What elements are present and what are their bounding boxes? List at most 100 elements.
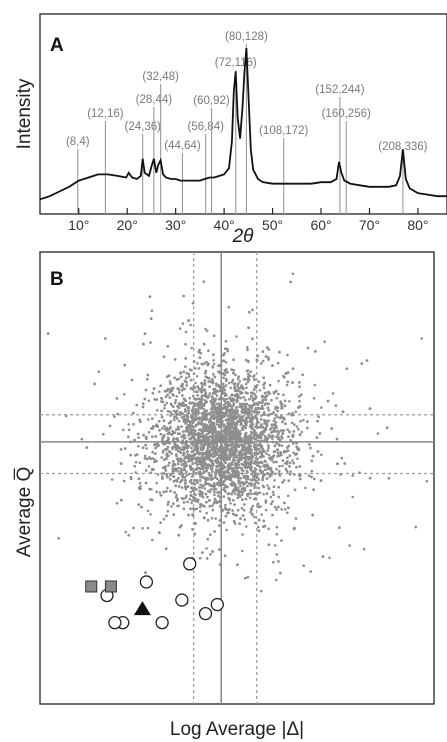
- panel-b-cloud-point: [190, 499, 194, 502]
- panel-b-cloud-point: [257, 478, 261, 481]
- panel-a-y-axis-title: Intensity: [14, 78, 35, 149]
- panel-b-cloud-point: [223, 399, 226, 403]
- panel-b-cloud-point: [182, 370, 186, 374]
- panel-b-cloud-point: [231, 481, 234, 484]
- panel-b-cloud-point: [160, 400, 163, 403]
- panel-b-cloud-point: [251, 399, 255, 403]
- panel-b-cloud-point: [245, 435, 249, 439]
- panel-b-cloud-point: [250, 394, 253, 398]
- panel-b-cloud-point: [204, 327, 207, 331]
- panel-b-cloud-point: [202, 362, 206, 366]
- panel-b-cloud-point: [244, 442, 248, 445]
- panel-b-cloud-point: [247, 442, 251, 445]
- panel-b-cloud-point: [298, 474, 301, 477]
- panel-b-cloud-point: [173, 358, 177, 361]
- panel-b-cloud-point: [259, 465, 262, 469]
- panel-b-cloud-point: [190, 416, 194, 420]
- panel-b-cloud-point: [206, 396, 210, 399]
- panel-b-cloud-point: [208, 490, 212, 494]
- panel-b-cloud-point: [243, 503, 246, 506]
- panel-b-cloud-point: [340, 456, 344, 460]
- panel-b-cloud-point: [201, 432, 204, 435]
- panel-a-x-tick-label-3: 40°: [214, 217, 235, 233]
- panel-b-cloud-point: [204, 369, 208, 373]
- panel-b-cloud-point: [258, 455, 262, 459]
- panel-b-cloud-point: [165, 401, 169, 405]
- panel-b-cloud-point: [225, 508, 229, 512]
- panel-b-cloud-point: [165, 452, 169, 455]
- panel-a-spectrum-line: [39, 47, 447, 201]
- panel-b-cloud-point: [365, 359, 369, 362]
- panel-b-cloud-point: [301, 373, 305, 377]
- panel-b-cloud-point: [233, 503, 236, 507]
- panel-b-cloud-point: [134, 461, 138, 464]
- panel-b-cloud-point: [231, 378, 235, 382]
- panel-b-cloud-point: [181, 322, 185, 325]
- panel-b-cloud-point: [194, 417, 197, 421]
- panel-b-cloud-point: [231, 512, 235, 516]
- panel-b-cloud-point: [297, 428, 300, 431]
- panel-b-cloud-point: [317, 415, 321, 419]
- panel-b-cloud-point: [208, 392, 212, 395]
- panel-b-cloud-point: [230, 380, 234, 384]
- panel-b-cloud-point: [206, 465, 209, 468]
- panel-b-cloud-point: [286, 353, 289, 357]
- panel-b-cloud-point: [253, 442, 256, 446]
- panel-b-cloud-point: [147, 430, 151, 434]
- panel-b-frame: [39, 251, 435, 705]
- panel-b-cloud-point: [271, 513, 274, 517]
- panel-b-cloud-point: [163, 407, 166, 410]
- panel-b-cloud-point: [212, 450, 215, 453]
- panel-b-cloud-point: [259, 434, 263, 438]
- panel-b-cloud-point: [162, 449, 165, 453]
- panel-b-cloud-point: [188, 455, 191, 458]
- panel-b-cloud-point: [166, 510, 170, 513]
- panel-b-cloud-point: [293, 488, 297, 492]
- panel-b-cloud-point: [178, 327, 182, 330]
- panel-b-cloud-point: [143, 457, 147, 460]
- panel-b-cloud-point: [198, 486, 201, 489]
- panel-b-cloud-point: [181, 475, 184, 479]
- panel-b-cloud-point: [313, 383, 317, 387]
- panel-b-cloud-point: [260, 423, 263, 426]
- panel-b-cloud-point: [341, 410, 345, 414]
- panel-b-cloud-point: [222, 376, 225, 380]
- panel-b-cloud-point: [262, 485, 266, 489]
- panel-b-cloud-point: [173, 469, 176, 473]
- panel-b-cloud-point: [209, 380, 212, 383]
- panel-b-cloud-point: [232, 456, 235, 460]
- panel-b-cloud-point: [137, 503, 141, 506]
- panel-a-x-tick-label-0: 10°: [68, 217, 89, 233]
- panel-b-cloud-point: [160, 409, 163, 413]
- panel-b-cloud-point: [151, 417, 154, 420]
- panel-b-cloud-point: [253, 492, 256, 496]
- panel-b-cloud-point: [162, 517, 166, 521]
- panel-b-cloud-point: [249, 489, 252, 492]
- panel-b-cloud-point: [179, 448, 183, 451]
- panel-b-cloud-point: [145, 447, 148, 450]
- panel-b-cloud-point: [215, 477, 219, 481]
- panel-b-cloud-point: [132, 423, 135, 426]
- panel-b-cloud-point: [262, 493, 265, 496]
- panel-a-peak-label-8: (72,116): [215, 57, 257, 69]
- panel-b-cloud-point: [266, 484, 269, 487]
- panel-b-cloud-point: [275, 508, 279, 511]
- panel-b-cloud-point: [142, 433, 145, 437]
- panel-b-cloud-point: [277, 472, 281, 475]
- panel-b-cloud-point: [271, 456, 274, 460]
- panel-b-cloud-point: [182, 501, 186, 504]
- panel-b-cloud-point: [232, 398, 236, 401]
- panel-b-cloud-point: [177, 466, 180, 470]
- panel-b-cloud-point: [292, 430, 296, 433]
- panel-b-cloud-point: [253, 521, 257, 525]
- panel-b-cloud-point: [200, 394, 204, 398]
- panel-b-cloud-point: [268, 435, 272, 439]
- panel-b-cloud-point: [285, 383, 289, 387]
- panel-b-cloud-point: [217, 449, 220, 453]
- panel-b-cloud-point: [215, 382, 218, 385]
- panel-b-cloud-point: [155, 398, 159, 401]
- panel-b-cloud-point: [222, 455, 226, 459]
- panel-b-cloud-point: [198, 356, 202, 360]
- panel-b-cloud-point: [213, 501, 216, 504]
- panel-b-cloud-point: [245, 456, 249, 459]
